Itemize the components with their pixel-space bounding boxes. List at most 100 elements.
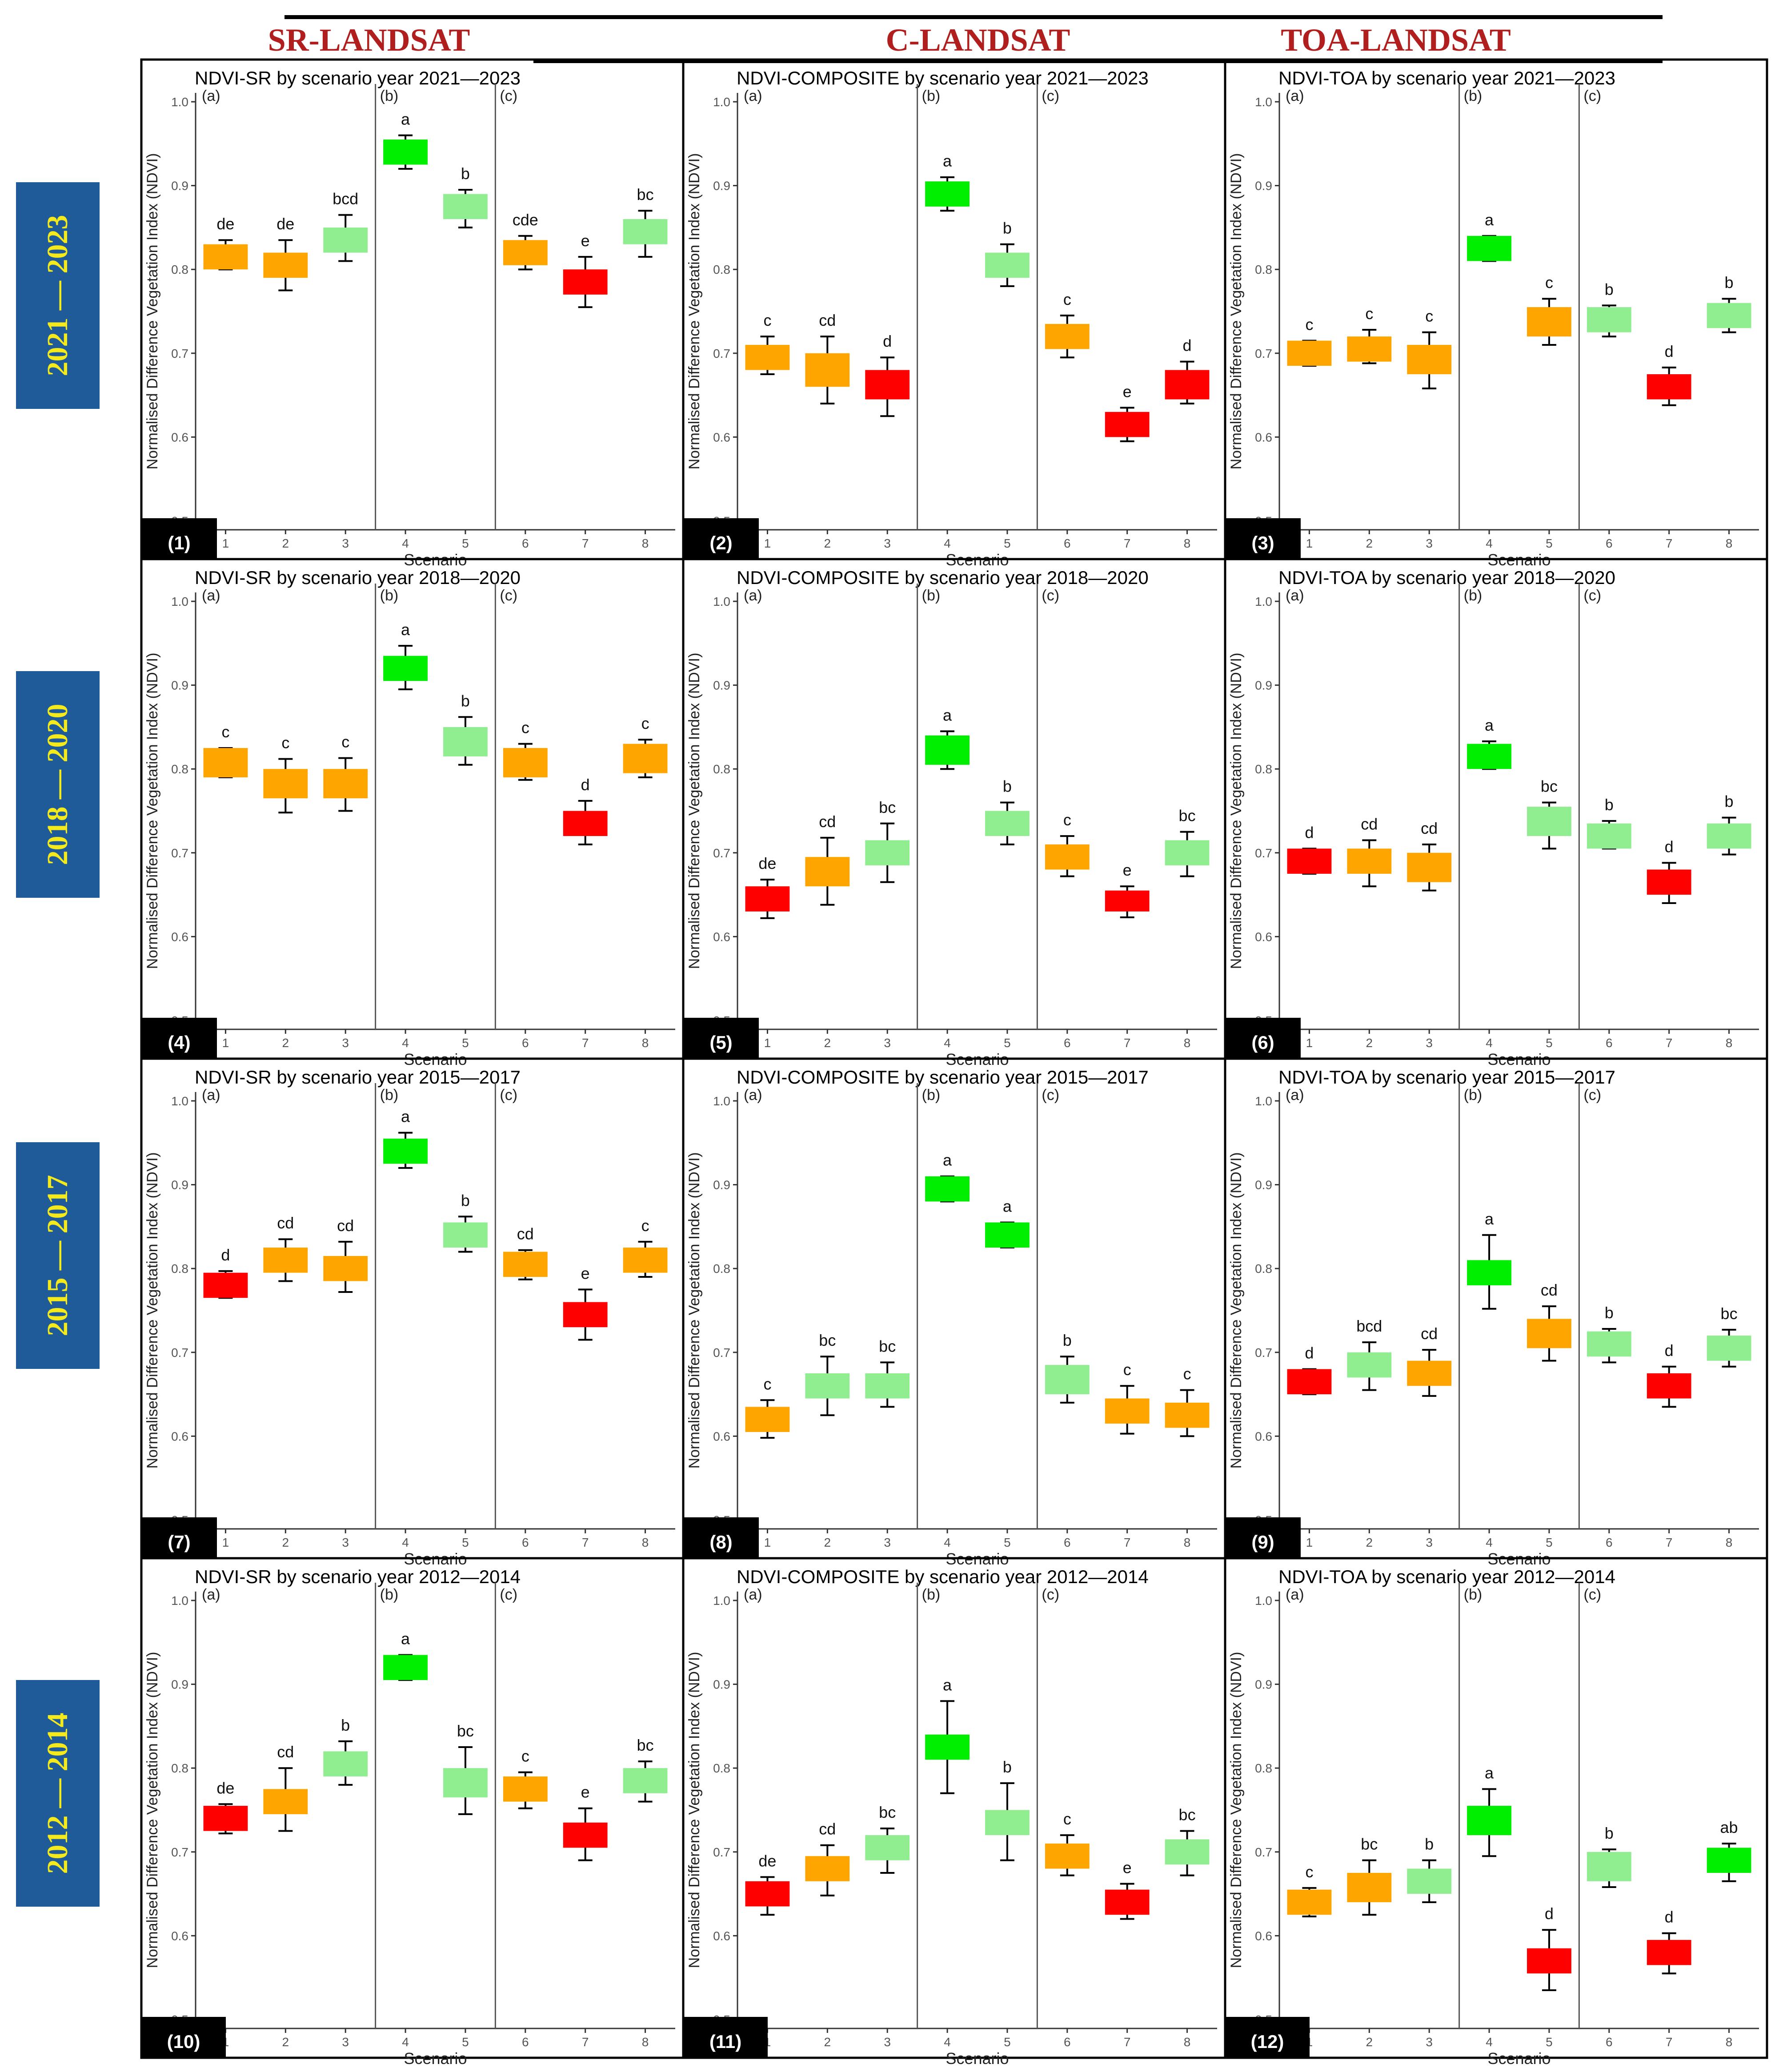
panel-11-x-tick-label: 2 [824,2035,831,2049]
panel-4-significance-letter: c [221,723,229,741]
panel-11-group-label: (c) [1042,1586,1059,1603]
panel-6-box [1287,848,1332,874]
panel-7-group-label: (b) [380,1087,399,1104]
panel-3-box [1287,340,1332,366]
panel-8-y-tick-label: 0.7 [713,1346,730,1360]
panel-6-y-tick-label: 0.6 [1255,930,1272,944]
panel-3-group-label: (c) [1583,88,1601,104]
panel-2-y-tick-label: 0.7 [713,347,730,360]
panel-5-box [1165,840,1210,866]
panel-3-box [1707,303,1751,328]
panel-11-box [925,1734,970,1760]
panel-6-box [1347,848,1392,874]
panel-12-significance-letter: bc [1361,1835,1378,1853]
panel-9-x-tick-label: 6 [1606,1536,1613,1549]
panel-7-y-tick-label: 0.8 [171,1262,188,1276]
panel-10-significance-letter: bc [637,1736,654,1754]
panel-7-box [383,1138,428,1164]
panel-11-x-tick-label: 6 [1064,2035,1071,2049]
panel-12-y-tick-label: 1.0 [1255,1594,1272,1608]
panel-9-significance-letter: d [1305,1344,1314,1362]
panel-2-x-tick-label: 8 [1184,536,1191,550]
panel-10-box [563,1822,608,1848]
row-header-2012: 2012 — 2014 [16,1680,100,1907]
panel-8-group-label: (a) [744,1087,762,1104]
panel-1-significance-letter: bc [637,185,654,204]
panel-2-group-label: (b) [922,88,941,104]
panel-7-y-tick-label: 0.7 [171,1346,188,1360]
panel-6-title: NDVI-TOA by scenario year 2018—2020 [1278,567,1615,588]
panel-9-group-label: (c) [1583,1087,1601,1104]
panel-1-x-tick-label: 4 [402,536,409,550]
panel-12-number-label: (12) [1251,2031,1284,2052]
panel-7-box [503,1252,548,1277]
panel-7-significance-letter: cd [277,1214,294,1232]
panel-6-significance-letter: b [1605,796,1614,814]
panel-10-significance-letter: a [401,1630,410,1648]
panel-6-x-tick-label: 2 [1366,1036,1373,1050]
panel-8-significance-letter: a [943,1151,952,1169]
panel-2-significance-letter: c [1063,290,1071,308]
panel-12-y-tick-label: 0.8 [1255,1761,1272,1775]
panel-12-x-tick-label: 7 [1666,2035,1673,2049]
panel-10-x-label: Scenario [404,2049,467,2068]
panel-3-x-tick-label: 8 [1726,536,1733,550]
panel-5-box [865,840,910,866]
panel-8-x-tick-label: 7 [1124,1536,1131,1549]
panel-9-y-tick-label: 0.7 [1255,1346,1272,1360]
panel-5-group-label: (c) [1042,587,1059,604]
panel-12-x-tick-label: 4 [1486,2035,1493,2049]
panel-12-x-tick-label: 6 [1606,2035,1613,2049]
panel-3-y-tick-label: 0.6 [1255,430,1272,444]
panel-5-box [1105,890,1150,912]
panel-9-box [1587,1331,1631,1357]
panel-5-number-tab [683,1018,759,1059]
panel-10-group-label: (b) [380,1586,399,1603]
panel-12-box [1707,1848,1751,1873]
panel-5-significance-letter: cd [819,812,836,831]
panel-4-box [323,769,368,799]
panel-10-box [203,1806,248,1831]
panel-12-group-label: (b) [1464,1586,1483,1603]
panel-5-group-label: (b) [922,587,941,604]
panel-9-box [1467,1260,1511,1285]
panel-7-title: NDVI-SR by scenario year 2015—2017 [195,1067,521,1088]
panel-12-significance-letter: b [1425,1835,1434,1853]
panel-4-group-label: (c) [500,587,517,604]
panel-5-significance-letter: a [943,706,952,724]
panel-5-significance-letter: bc [1179,807,1196,825]
panel-12-y-tick-label: 0.9 [1255,1678,1272,1692]
panel-4-significance-letter: c [641,714,649,732]
panel-8-significance-letter: c [763,1375,771,1393]
panel-11-box [805,1856,850,1881]
panel-1-box [563,269,608,295]
panel-5-box [1045,844,1090,870]
panel-8-significance-letter: b [1063,1331,1072,1349]
panel-5-box [745,886,790,912]
panel-2-box [1165,370,1210,400]
panel-3-group-label: (b) [1464,88,1483,104]
panel-11-border [682,1557,1226,2059]
panel-4-x-tick-label: 3 [342,1036,349,1050]
panel-4-significance-letter: c [521,719,529,737]
panel-9-box [1347,1352,1392,1378]
panel-3-box [1347,336,1392,362]
panel-6-box [1647,869,1691,895]
panel-6-group-label: (c) [1583,587,1601,604]
panel-11-significance-letter: cd [819,1820,836,1838]
panel-6-x-tick-label: 4 [1486,1036,1493,1050]
panel-1-box [323,227,368,253]
panel-8-significance-letter: a [1003,1197,1012,1215]
panel-6-border [1224,558,1768,1060]
panel-7-box [203,1272,248,1298]
panel-3-significance-letter: c [1425,307,1433,325]
panel-2-significance-letter: d [1183,336,1192,355]
panel-7-box [563,1302,608,1328]
panel-5-y-tick-label: 0.9 [713,679,730,692]
panel-4-significance-letter: c [341,733,349,751]
panel-10-group-label: (c) [500,1586,517,1603]
panel-6-significance-letter: d [1305,823,1314,841]
panel-7-x-tick-label: 7 [582,1536,589,1549]
panel-2-y-label: Normalised Difference Vegetation Index (… [686,153,703,470]
panel-10-significance-letter: c [521,1747,529,1765]
